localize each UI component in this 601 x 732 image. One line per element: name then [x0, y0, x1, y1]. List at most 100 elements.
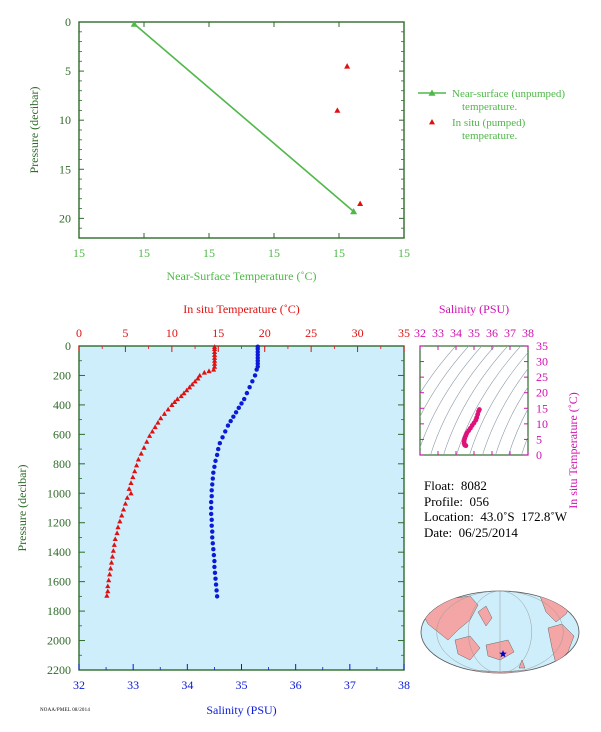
temperature-point: [105, 588, 111, 594]
pressure-tick-label: 1200: [47, 516, 71, 530]
density-contours: [420, 331, 601, 460]
salinity-point: [210, 535, 215, 540]
temperature-point: [109, 554, 116, 559]
salinity-point: [214, 452, 220, 458]
temperature-point: [211, 364, 218, 369]
profile-panel: 0200400600800100012001400160018002000220…: [15, 302, 410, 717]
pressure-axis-label: Pressure (decibar): [15, 465, 29, 552]
salinity-point: [217, 441, 223, 446]
salinity-point: [212, 464, 217, 469]
density-contour: [585, 331, 601, 460]
salinity-point: [213, 576, 218, 581]
salinity-point: [212, 564, 217, 570]
salinity-tick-label: 34: [181, 678, 193, 692]
salinity-point: [211, 552, 217, 558]
temperature-point: [169, 402, 175, 407]
temperature-point: [115, 524, 121, 530]
temperature-point: [105, 583, 111, 589]
y-tick-label: 15: [59, 162, 71, 176]
salinity-point: [214, 588, 219, 593]
temperature-point: [117, 518, 123, 524]
density-contour: [420, 346, 470, 418]
temperature-point: [104, 593, 110, 598]
salinity-axis-label: Salinity (PSU): [206, 703, 276, 717]
temperature-point: [106, 577, 112, 583]
salinity-point: [212, 570, 218, 575]
salinity-tick-label: 36: [290, 678, 302, 692]
salinity-point: [223, 429, 228, 434]
density-contour: [469, 352, 528, 455]
salinity-point: [250, 379, 255, 384]
temperature-point: [122, 500, 129, 506]
salinity-point: [247, 385, 252, 390]
profile-number: Profile: 056: [424, 493, 489, 509]
ts-point: [463, 443, 469, 449]
ts-temp-tick-label: 15: [536, 401, 548, 415]
temperature-point: [211, 355, 218, 360]
salinity-point: [210, 529, 215, 534]
temperature-point: [126, 486, 132, 491]
legend-line-2: temperature.: [462, 101, 518, 113]
temperature-point: [149, 428, 155, 434]
temperature-point: [186, 384, 193, 390]
salinity-point: [211, 547, 216, 552]
density-contour: [495, 386, 528, 455]
temperature-point: [178, 393, 184, 399]
temperature-point: [158, 415, 164, 421]
temperature-point: [211, 358, 218, 363]
footer-id: NOAA/PMEL 08/2014: [40, 708, 91, 713]
temperature-point: [120, 506, 127, 512]
temperature-point: [206, 368, 212, 374]
legend-line-1: In situ (pumped): [452, 117, 526, 129]
plot-frame: [78, 21, 405, 239]
temperature-point: [211, 349, 218, 354]
temp-tick-label: 35: [398, 326, 410, 340]
float-info: Float: 8082 Profile: 056 Location: 43.0˚…: [424, 478, 567, 540]
pressure-tick-label: 1600: [47, 575, 71, 589]
temperature-point: [172, 399, 178, 405]
temperature-point: [138, 450, 144, 456]
pressure-tick-label: 1800: [47, 604, 71, 618]
temperature-point: [130, 474, 136, 480]
salinity-point: [209, 488, 214, 493]
pressure-tick-label: 800: [53, 457, 71, 471]
pressure-tick-label: 0: [65, 339, 71, 353]
temperature-point: [184, 387, 190, 393]
temp-tick-label: 25: [305, 326, 317, 340]
salinity-point: [216, 446, 221, 452]
ts-temp-axis-label: In situ Temperature (˚C): [566, 392, 580, 509]
ts-salinity-tick-label: 32: [414, 326, 426, 340]
temp-axis-label: In situ Temperature (˚C): [183, 302, 300, 316]
salinity-point: [214, 594, 220, 599]
salinity-point: [225, 423, 231, 428]
temp-tick-label: 15: [212, 326, 224, 340]
temperature-point: [155, 419, 161, 425]
temperature-point: [146, 433, 153, 438]
temperature-point: [114, 530, 120, 536]
y-tick-label: 20: [59, 211, 71, 225]
ts-temp-tick-label: 35: [536, 339, 548, 353]
temperature-point: [108, 559, 115, 565]
temperature-point: [195, 375, 201, 381]
y-axis-label: Pressure (decibar): [27, 87, 41, 174]
temperature-point: [124, 495, 130, 500]
legend-line-2: temperature.: [462, 130, 518, 142]
salinity-point: [233, 410, 239, 415]
x-tick-label: 15: [333, 246, 345, 260]
salinity-point: [228, 418, 233, 424]
near-surface-point: [350, 207, 358, 215]
salinity-point: [213, 458, 218, 464]
temperature-point: [128, 490, 134, 496]
salinity-tick-label: 37: [344, 678, 356, 692]
x-tick-label: 15: [203, 246, 215, 260]
temperature-point: [211, 366, 217, 372]
salinity-point: [210, 541, 215, 546]
salinity-tick-label: 32: [73, 678, 85, 692]
pressure-tick-label: 400: [53, 398, 71, 412]
temperature-point: [110, 548, 116, 553]
map-meridian: [436, 591, 564, 673]
salinity-point: [208, 505, 214, 511]
salinity-point: [213, 582, 219, 587]
